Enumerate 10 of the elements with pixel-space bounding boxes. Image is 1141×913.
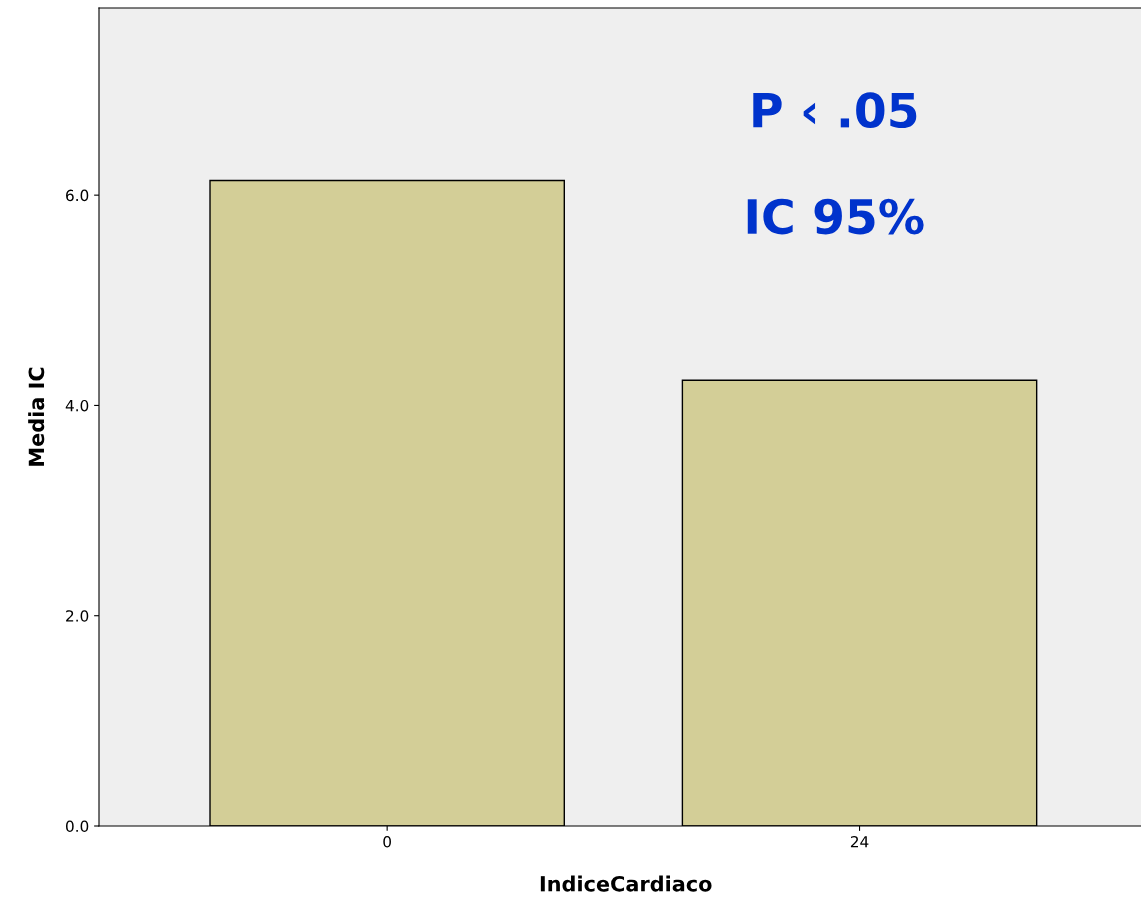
x-tick-label: 0: [383, 835, 391, 848]
x-axis-title: IndiceCardiaco: [540, 875, 712, 892]
y-tick-label: 0.0: [65, 820, 89, 833]
x-tick-label: 24: [850, 835, 869, 848]
y-tick-label: 4.0: [65, 399, 89, 412]
y-tick-label: 2.0: [66, 610, 89, 622]
annotation: IC 95%: [747, 198, 924, 235]
y-axis-title: Media IC: [28, 367, 45, 466]
y-tick-label: 6.0: [66, 189, 89, 202]
annotation: P ‹ .05: [753, 92, 917, 129]
